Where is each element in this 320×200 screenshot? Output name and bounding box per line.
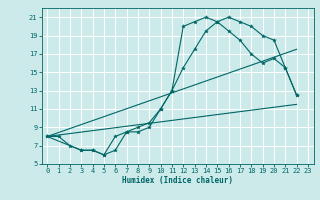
X-axis label: Humidex (Indice chaleur): Humidex (Indice chaleur) — [122, 176, 233, 185]
